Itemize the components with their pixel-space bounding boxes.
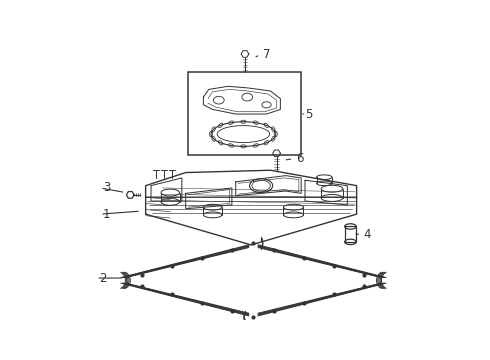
Text: 7: 7 <box>263 48 270 61</box>
Bar <box>188 72 301 155</box>
Text: 4: 4 <box>364 228 371 240</box>
Bar <box>344 226 356 242</box>
Text: 2: 2 <box>99 271 106 284</box>
Text: 3: 3 <box>103 181 110 194</box>
Text: 6: 6 <box>296 152 303 165</box>
Text: 1: 1 <box>102 208 110 221</box>
Text: 5: 5 <box>305 108 313 121</box>
